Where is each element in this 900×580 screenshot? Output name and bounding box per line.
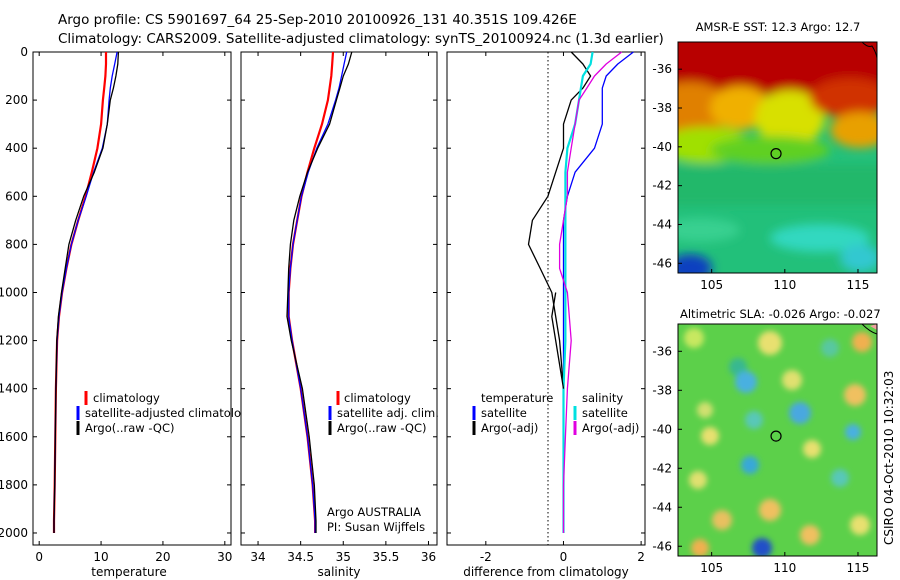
map-y-tick-label: -46 bbox=[652, 539, 672, 553]
difference-x-label: difference from climatology bbox=[463, 565, 629, 579]
legend-heading-salinity: salinity bbox=[582, 391, 623, 405]
y-tick-label: 1800 bbox=[0, 478, 28, 492]
map-y-tick-label: -40 bbox=[652, 422, 672, 436]
x-tick-label: 0 bbox=[560, 550, 568, 564]
legend-label-argo: Argo(..raw -QC) bbox=[85, 421, 175, 435]
map-y-tick-label: -44 bbox=[652, 500, 672, 514]
difference-axes-box bbox=[446, 51, 646, 546]
map-x-tick-label: 105 bbox=[700, 561, 723, 575]
series-line-salinity-satellite bbox=[562, 51, 594, 533]
sst-map-panel: AMSR-E SST: 12.3 Argo: 12.7 105 110 11 bbox=[652, 20, 878, 292]
legend-label-temperature-satellite: satellite bbox=[481, 406, 527, 420]
argo-program-label: Argo AUSTRALIA bbox=[327, 505, 421, 519]
legend-label-salinity-satellite: satellite bbox=[582, 406, 628, 420]
x-tick-label: 35 bbox=[336, 550, 351, 564]
map-x-tick-label: 110 bbox=[773, 278, 796, 292]
map-x-tick-label: 105 bbox=[700, 278, 723, 292]
map-y-tick-label: -44 bbox=[652, 217, 672, 231]
map-y-tick-label: -42 bbox=[652, 179, 672, 193]
y-tick-label: 1000 bbox=[0, 285, 28, 299]
y-tick-label: 1200 bbox=[0, 334, 28, 348]
sst-map-title: AMSR-E SST: 12.3 Argo: 12.7 bbox=[696, 20, 861, 34]
map-x-tick-label: 115 bbox=[847, 278, 870, 292]
y-tick-label: 1400 bbox=[0, 382, 28, 396]
salinity-x-label: salinity bbox=[317, 565, 360, 579]
map-y-tick-label: -38 bbox=[652, 383, 672, 397]
figure-title-line1: Argo profile: CS 5901697_64 25-Sep-2010 … bbox=[58, 12, 577, 28]
y-tick-label: 0 bbox=[20, 45, 28, 59]
argo-float-location-marker bbox=[770, 430, 782, 442]
salinity-legend: climatology satellite adj. clim. Argo(..… bbox=[328, 391, 439, 435]
salinity-panel: 34 34.5 35 35.5 36 climatology satellite adj… bbox=[240, 51, 439, 579]
x-tick-label: -2 bbox=[480, 550, 492, 564]
x-tick-label: 20 bbox=[155, 550, 170, 564]
series-line-temperature-argo-adj-deep bbox=[551, 292, 565, 389]
map-y-tick-label: -36 bbox=[652, 344, 672, 358]
principal-investigator-label: PI: Susan Wijffels bbox=[327, 520, 425, 534]
map-y-tick-label: -46 bbox=[652, 256, 672, 270]
y-tick-label: 600 bbox=[5, 189, 28, 203]
x-tick-label: 36 bbox=[421, 550, 436, 564]
x-tick-label: 30 bbox=[217, 550, 232, 564]
temperature-x-label: temperature bbox=[91, 565, 166, 579]
y-tick-label: 200 bbox=[5, 93, 28, 107]
difference-panel: -2 0 2 temperature satellite Argo(-adj) sa… bbox=[446, 51, 646, 579]
sla-map-frame bbox=[677, 323, 878, 557]
series-line-argo-raw-qc bbox=[53, 51, 120, 533]
x-tick-label: 2 bbox=[637, 550, 645, 564]
sla-map-panel: Altimetric SLA: -0.026 Argo: -0.027 bbox=[652, 307, 880, 575]
legend-label-climatology: climatology bbox=[344, 391, 411, 405]
x-tick-label: 35.5 bbox=[373, 550, 400, 564]
temperature-legend: climatology satellite-adjusted climatolo… bbox=[76, 391, 255, 435]
y-tick-label: 1600 bbox=[0, 430, 28, 444]
csiro-timestamp-label: CSIRO 04-Oct-2010 10:32:03 bbox=[882, 371, 896, 545]
series-line-satellite-adj-clim bbox=[288, 51, 348, 533]
series-line-salinity-argo-adj bbox=[558, 51, 623, 533]
y-tick-label: 800 bbox=[5, 237, 28, 251]
map-x-tick-label: 110 bbox=[773, 561, 796, 575]
figure-title-line2: Climatology: CARS2009. Satellite-adjuste… bbox=[58, 31, 664, 47]
argo-float-location-marker bbox=[770, 148, 782, 160]
temperature-axes-box bbox=[32, 51, 232, 546]
y-tick-label: 400 bbox=[5, 141, 28, 155]
y-tick-label: 2000 bbox=[0, 526, 28, 540]
x-tick-label: 34.5 bbox=[287, 550, 314, 564]
sst-field bbox=[678, 42, 877, 273]
sla-field bbox=[678, 324, 877, 556]
sst-map-frame bbox=[677, 41, 878, 274]
temperature-panel: 0 10 20 30 0 200 400 600 800 1000 1200 1400 1600 1800… bbox=[0, 45, 255, 579]
series-line-argo-raw-qc bbox=[286, 51, 353, 533]
map-y-tick-label: -36 bbox=[652, 62, 672, 76]
map-y-tick-label: -42 bbox=[652, 461, 672, 475]
legend-label-climatology: climatology bbox=[93, 391, 160, 405]
legend-label-satellite: satellite adj. clim. bbox=[337, 406, 439, 420]
legend-heading-temperature: temperature bbox=[481, 391, 553, 405]
map-y-tick-label: -40 bbox=[652, 140, 672, 154]
x-tick-label: 34 bbox=[250, 550, 265, 564]
legend-label-satellite: satellite-adjusted climatology bbox=[85, 406, 255, 420]
legend-label-salinity-argo: Argo(-adj) bbox=[582, 421, 639, 435]
sla-map-title: Altimetric SLA: -0.026 Argo: -0.027 bbox=[680, 307, 881, 321]
legend-label-argo: Argo(..raw -QC) bbox=[337, 421, 427, 435]
x-tick-label: 0 bbox=[35, 550, 43, 564]
salinity-axes-box bbox=[240, 51, 438, 546]
legend-label-temperature-argo: Argo(-adj) bbox=[481, 421, 538, 435]
difference-legend: temperature satellite Argo(-adj) salinit… bbox=[472, 391, 639, 435]
map-y-tick-label: -38 bbox=[652, 101, 672, 115]
x-tick-label: 10 bbox=[93, 550, 108, 564]
map-x-tick-label: 115 bbox=[847, 561, 870, 575]
